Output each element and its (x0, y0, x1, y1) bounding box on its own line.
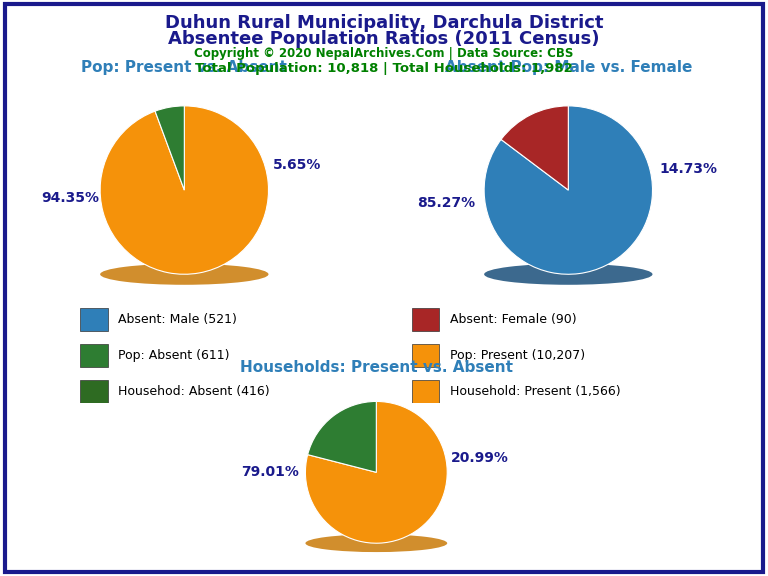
Wedge shape (308, 401, 376, 472)
Bar (80, 308, 108, 331)
Text: Absent: Female (90): Absent: Female (90) (450, 313, 576, 325)
Text: Househod: Absent (416): Househod: Absent (416) (118, 385, 270, 398)
Ellipse shape (484, 264, 653, 285)
Text: 85.27%: 85.27% (417, 196, 475, 210)
Title: Households: Present vs. Absent: Households: Present vs. Absent (240, 360, 513, 375)
Title: Absent Pop: Male vs. Female: Absent Pop: Male vs. Female (445, 60, 692, 75)
Text: 79.01%: 79.01% (241, 465, 299, 479)
Text: Duhun Rural Municipality, Darchula District: Duhun Rural Municipality, Darchula Distr… (165, 14, 603, 32)
Wedge shape (484, 106, 653, 274)
Text: 20.99%: 20.99% (451, 451, 508, 465)
Wedge shape (100, 106, 269, 274)
Title: Pop: Present vs. Absent: Pop: Present vs. Absent (81, 60, 287, 75)
Bar (412, 380, 439, 403)
Bar (80, 344, 108, 367)
Text: Absentee Population Ratios (2011 Census): Absentee Population Ratios (2011 Census) (168, 30, 600, 48)
Text: Copyright © 2020 NepalArchives.Com | Data Source: CBS: Copyright © 2020 NepalArchives.Com | Dat… (194, 47, 574, 60)
Text: 94.35%: 94.35% (41, 191, 100, 206)
Bar (412, 344, 439, 367)
Text: Pop: Present (10,207): Pop: Present (10,207) (450, 349, 584, 362)
Text: Absent: Male (521): Absent: Male (521) (118, 313, 237, 325)
Text: 5.65%: 5.65% (273, 158, 321, 172)
Text: Pop: Absent (611): Pop: Absent (611) (118, 349, 230, 362)
Bar (80, 380, 108, 403)
Text: Total Population: 10,818 | Total Households: 1,982: Total Population: 10,818 | Total Househo… (195, 62, 573, 75)
Text: Household: Present (1,566): Household: Present (1,566) (450, 385, 621, 398)
Wedge shape (501, 106, 568, 190)
Text: 14.73%: 14.73% (659, 162, 717, 176)
Wedge shape (155, 106, 184, 190)
Ellipse shape (306, 535, 447, 552)
Bar (412, 308, 439, 331)
Ellipse shape (100, 264, 269, 285)
Wedge shape (306, 401, 447, 543)
